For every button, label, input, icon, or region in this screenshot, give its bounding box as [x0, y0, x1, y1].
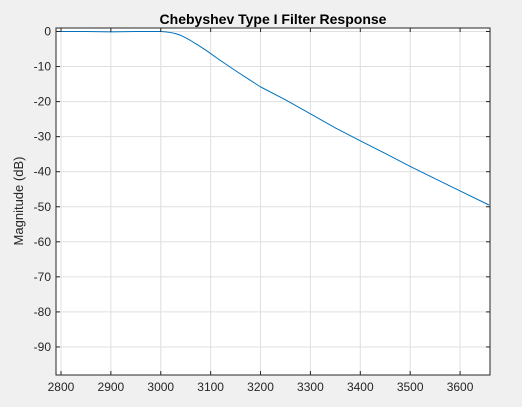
- y-tick-label: -10: [34, 60, 52, 74]
- y-tick-label: -60: [34, 235, 52, 249]
- series-line: [58, 31, 490, 206]
- y-tick-label: -50: [34, 200, 52, 214]
- x-tick-label: 3100: [197, 380, 224, 394]
- y-tick-label: -40: [34, 165, 52, 179]
- grid: [56, 28, 490, 375]
- y-tick-label: -70: [34, 270, 52, 284]
- y-tick-label: 0: [44, 25, 51, 39]
- plot-area: [56, 28, 490, 375]
- x-tick-label: 2800: [48, 380, 75, 394]
- x-tick-label: 3600: [447, 380, 474, 394]
- x-tick-label: 3200: [247, 380, 274, 394]
- y-tick-label: -80: [34, 305, 52, 319]
- y-axis-label: Magnitude (dB): [11, 157, 26, 246]
- x-tick-label: 3300: [297, 380, 324, 394]
- axes-box: [55, 27, 491, 376]
- x-tick-label: 2900: [98, 380, 125, 394]
- x-tick-label: 3400: [347, 380, 374, 394]
- y-tick-label: -90: [34, 340, 52, 354]
- y-tick-label: -20: [34, 95, 52, 109]
- y-tick-label: -30: [34, 130, 52, 144]
- ticks: 2800 2900 3000 3100 3200 3300 3400 3500 3600 0 -10…: [34, 25, 490, 394]
- chart-title: Chebyshev Type I Filter Response: [160, 11, 387, 27]
- x-tick-label: 3500: [397, 380, 424, 394]
- x-tick-label: 3000: [147, 380, 174, 394]
- series-layer: [58, 31, 490, 206]
